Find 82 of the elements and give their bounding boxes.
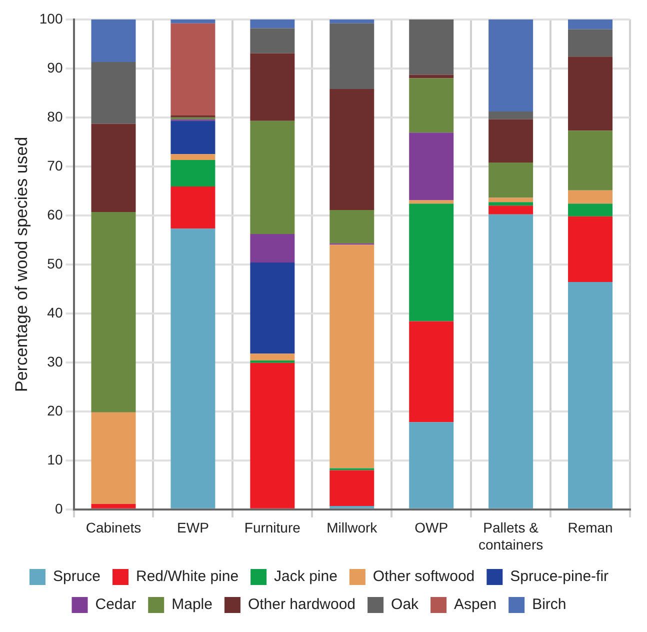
bar	[170, 154, 216, 160]
bar	[170, 228, 216, 508]
y-tick-label: 100	[39, 10, 63, 26]
bar	[91, 19, 136, 62]
bar	[488, 19, 534, 112]
bar	[409, 200, 454, 204]
bar	[170, 160, 216, 186]
y-tick-label: 0	[54, 500, 63, 516]
y-tick-label: 40	[47, 304, 63, 320]
bar	[91, 504, 136, 508]
bar	[330, 19, 374, 24]
x-tick-label: Millwork	[326, 520, 378, 536]
bar	[568, 190, 613, 204]
bar	[330, 506, 374, 508]
bar	[330, 88, 374, 210]
bar	[170, 186, 216, 229]
bar	[568, 204, 613, 216]
bar	[568, 19, 613, 30]
legend-label: Aspen	[454, 596, 497, 614]
legend-label: Birch	[532, 596, 566, 614]
bar	[250, 354, 295, 360]
bar	[250, 234, 295, 262]
y-tick-label: 80	[47, 108, 63, 124]
bar	[330, 23, 374, 89]
legend-label: Red/White pine	[136, 568, 239, 586]
y-tick-label: 20	[47, 402, 63, 418]
y-tick-label: 10	[47, 451, 63, 468]
bar	[568, 130, 613, 190]
bar	[409, 321, 454, 422]
bar	[170, 23, 216, 116]
bar	[568, 29, 613, 57]
bar	[488, 206, 534, 214]
legend-label: Maple	[172, 596, 212, 614]
y-tick-label: 60	[47, 206, 63, 222]
legend-label: Oak	[391, 596, 420, 614]
bar	[91, 124, 136, 212]
bar	[568, 56, 613, 131]
y-tick-label: 70	[47, 157, 63, 174]
y-tick-label: 30	[47, 353, 63, 370]
x-tick-label: Reman	[568, 520, 613, 536]
x-tick-label: Pallets & containers	[478, 520, 544, 552]
bar	[250, 53, 295, 121]
x-tick-label: EWP	[177, 520, 209, 536]
bar	[568, 216, 613, 282]
x-tick-label: OWP	[414, 520, 448, 536]
legend-label: Jack pine	[274, 568, 338, 586]
bar	[170, 19, 216, 24]
bar	[330, 470, 374, 506]
bar	[91, 212, 136, 412]
bar	[409, 78, 454, 133]
bar	[91, 62, 136, 124]
bar	[409, 422, 454, 508]
bar	[409, 19, 454, 75]
bar	[91, 412, 136, 504]
bar	[250, 262, 295, 354]
bar	[250, 360, 295, 363]
bar	[170, 120, 216, 154]
legend-label: Other softwood	[372, 568, 475, 586]
bar	[488, 112, 534, 120]
bar	[488, 202, 534, 206]
bar	[488, 119, 534, 162]
bar	[250, 28, 295, 54]
bar	[488, 214, 534, 508]
bar	[409, 132, 454, 200]
bar	[250, 19, 295, 28]
bar	[250, 362, 295, 508]
bar	[330, 244, 374, 468]
bar	[330, 210, 374, 244]
legend-label: Other hardwood	[248, 596, 356, 614]
bar	[409, 204, 454, 322]
legend-label: Spruce-pine-fir	[510, 568, 609, 586]
x-tick-label: Cabinets	[86, 520, 142, 536]
bar	[488, 162, 534, 198]
bar	[568, 282, 613, 508]
bar	[488, 198, 534, 202]
legend-label: Spruce	[52, 568, 101, 586]
x-tick-label: Furniture	[244, 520, 301, 536]
y-tick-label: 90	[47, 59, 63, 76]
bar	[250, 120, 295, 234]
y-axis-title: Percentage of wood species used	[12, 136, 31, 392]
legend-label: Cedar	[95, 596, 136, 614]
y-tick-label: 50	[47, 255, 63, 272]
